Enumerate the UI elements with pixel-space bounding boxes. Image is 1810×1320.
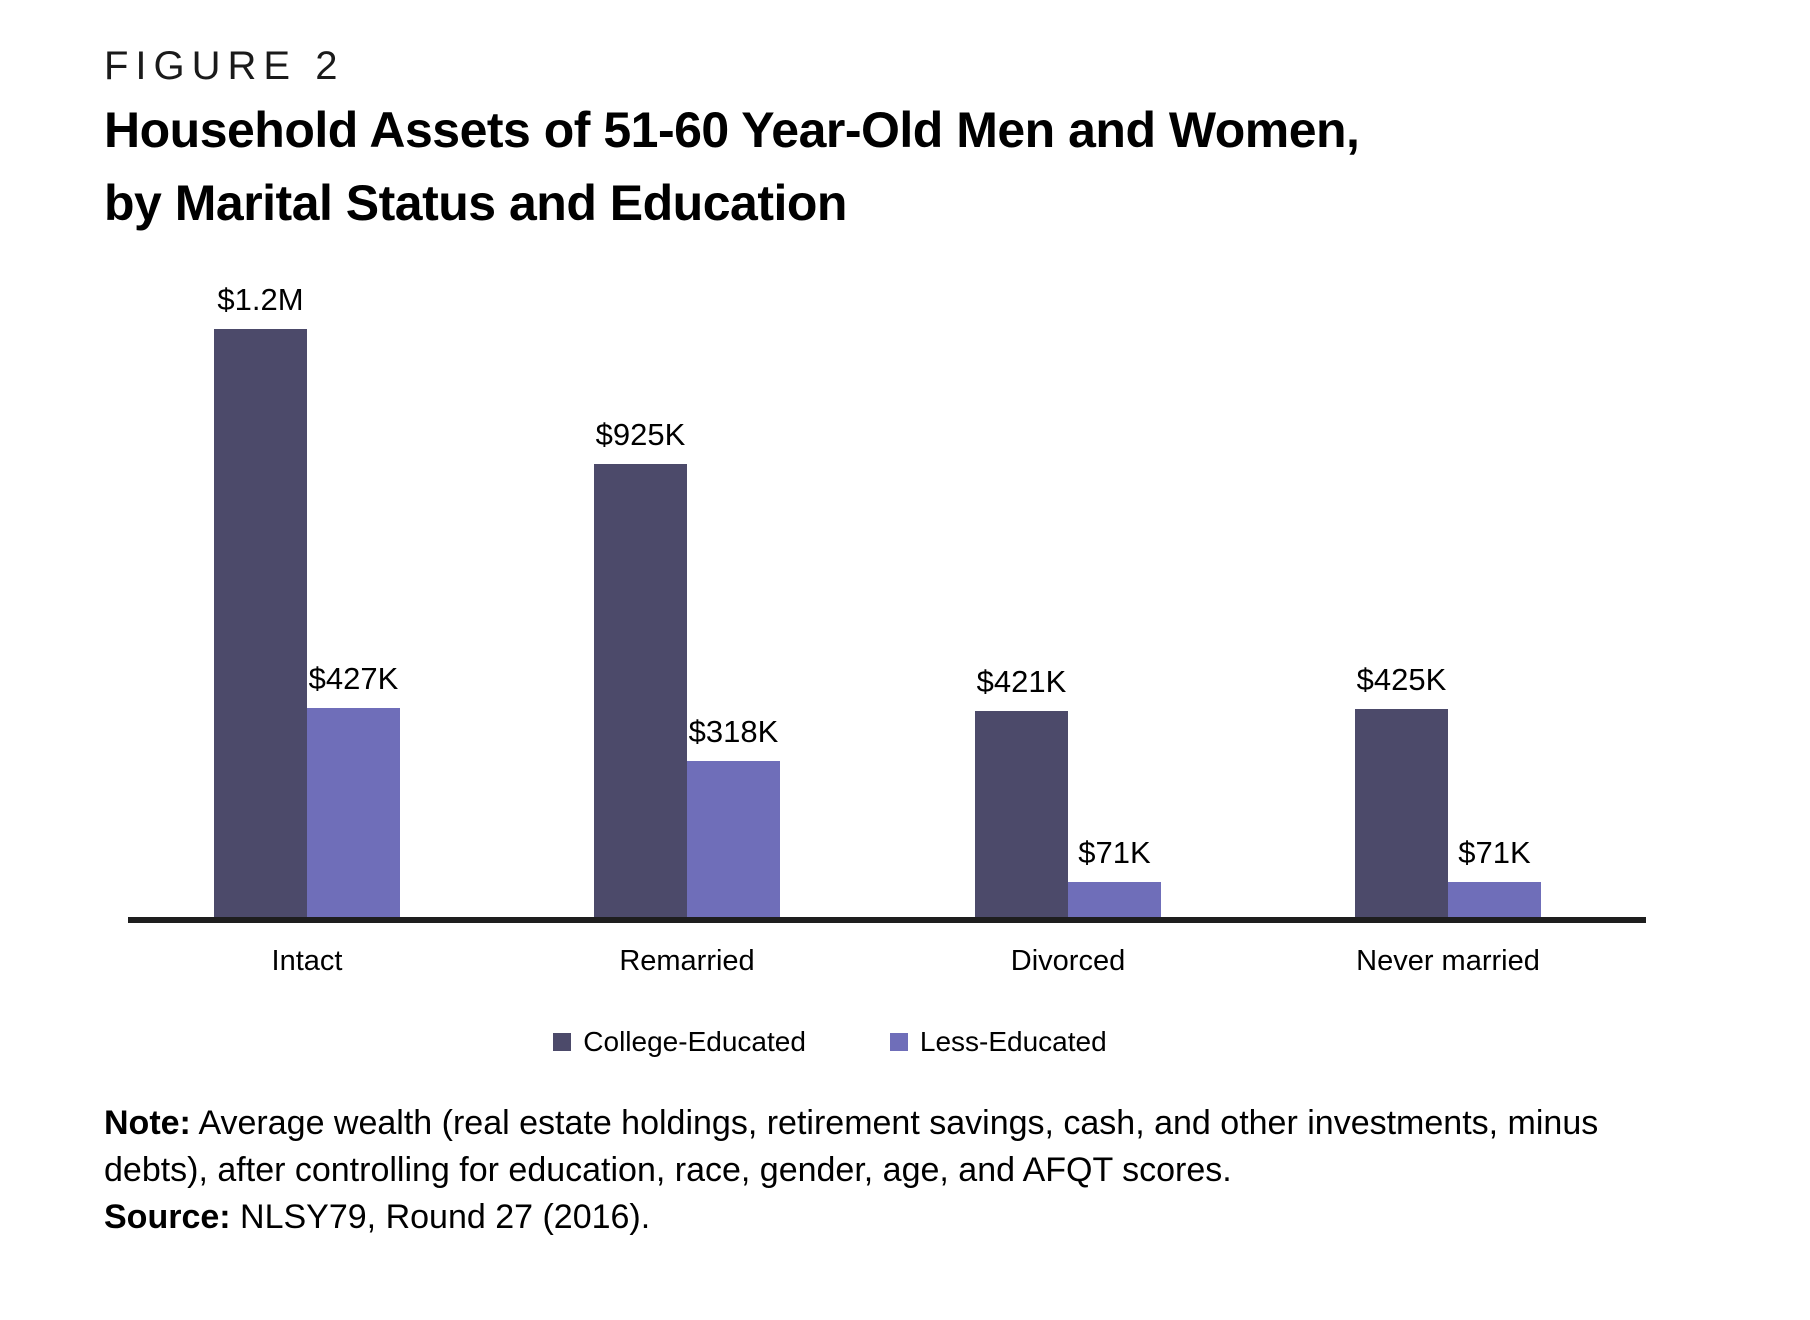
category-label-divorced: Divorced xyxy=(1010,945,1126,977)
source-label: Source: xyxy=(104,1198,231,1236)
bar-college-educated-divorced xyxy=(975,711,1068,917)
legend-item-less-educated: Less-Educated xyxy=(889,1026,1107,1058)
value-label-college-educated-never-married: $425K xyxy=(1356,662,1447,697)
bar-less-educated-divorced xyxy=(1068,882,1161,917)
bar-college-educated-never-married xyxy=(1355,709,1448,917)
legend-item-college-educated: College-Educated xyxy=(553,1026,806,1058)
figure-title-line2: by Marital Status and Education xyxy=(104,175,847,231)
note-paragraph: Note: Average wealth (real estate holdin… xyxy=(104,1100,1604,1194)
bar-college-educated-intact xyxy=(214,329,307,917)
figure-title-line1: Household Assets of 51-60 Year-Old Men a… xyxy=(104,102,1360,158)
category-label-never-married: Never married xyxy=(1356,945,1540,977)
category-label-intact: Intact xyxy=(271,945,343,977)
x-axis-line xyxy=(128,917,1646,923)
bar-college-educated-remarried xyxy=(594,464,687,917)
value-label-less-educated-divorced: $71K xyxy=(1078,835,1151,870)
bar-less-educated-intact xyxy=(307,708,400,917)
legend-label: Less-Educated xyxy=(919,1026,1107,1057)
legend-swatch-icon xyxy=(553,1033,572,1051)
note-label: Note: xyxy=(104,1104,191,1142)
value-label-less-educated-never-married: $71K xyxy=(1458,835,1531,870)
chart-legend: College-Educated Less-Educated xyxy=(0,1026,1660,1058)
value-label-college-educated-remarried: $925K xyxy=(595,417,686,452)
category-label-remarried: Remarried xyxy=(619,945,755,977)
value-label-less-educated-remarried: $318K xyxy=(688,714,779,749)
legend-label: College-Educated xyxy=(583,1026,806,1057)
note-text: Average wealth (real estate holdings, re… xyxy=(104,1104,1599,1189)
value-label-college-educated-divorced: $421K xyxy=(976,664,1067,699)
note-block: Note: Average wealth (real estate holdin… xyxy=(104,1100,1604,1241)
value-label-college-educated-intact: $1.2M xyxy=(217,282,304,317)
figure-title: Household Assets of 51-60 Year-Old Men a… xyxy=(104,94,1360,240)
legend-swatch-icon xyxy=(889,1033,908,1051)
value-label-less-educated-intact: $427K xyxy=(308,661,399,696)
source-text: NLSY79, Round 27 (2016). xyxy=(230,1198,651,1236)
figure-number-label: FIGURE 2 xyxy=(104,44,345,88)
bar-less-educated-remarried xyxy=(687,761,780,917)
source-paragraph: Source: NLSY79, Round 27 (2016). xyxy=(104,1194,1604,1241)
bar-less-educated-never-married xyxy=(1448,882,1541,917)
